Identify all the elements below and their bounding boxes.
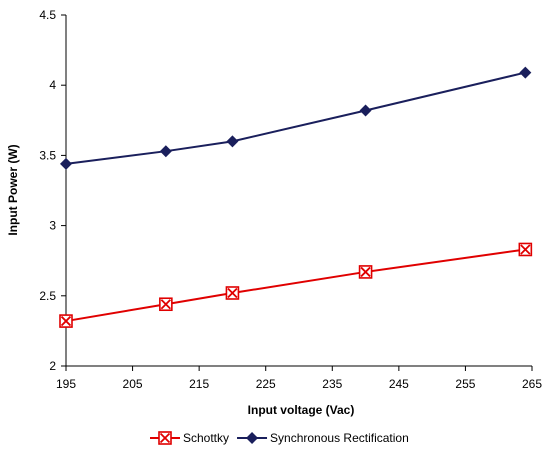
data-point	[226, 135, 239, 148]
data-point	[518, 242, 533, 257]
y-tick-label: 2	[49, 359, 56, 373]
boxed-x-marker	[59, 314, 73, 328]
y-tick-label: 4.5	[39, 8, 56, 22]
x-tick-label: 195	[56, 377, 76, 391]
y-tick-label: 3.5	[39, 148, 56, 162]
diamond-marker	[246, 432, 259, 444]
marker-cross	[520, 244, 531, 255]
legend-label: Schottky	[183, 431, 229, 445]
diamond-marker	[226, 135, 239, 148]
data-point	[359, 104, 372, 117]
data-point	[59, 314, 73, 328]
boxed-x-marker	[518, 242, 533, 257]
x-tick-label: 235	[322, 377, 342, 391]
y-tick-label: 3	[49, 219, 56, 233]
x-tick-label: 215	[189, 377, 209, 391]
x-tick-label: 255	[455, 377, 475, 391]
series-line	[65, 248, 526, 323]
diamond-marker	[60, 157, 72, 170]
legend-label: Synchronous Rectification	[270, 431, 409, 445]
series-0	[59, 242, 533, 328]
data-point	[159, 145, 172, 158]
data-point	[60, 157, 72, 170]
x-tick-label: 205	[123, 377, 143, 391]
boxed-x-marker	[158, 431, 172, 445]
legend-item: Schottky	[150, 431, 229, 445]
marker-cross	[160, 299, 171, 310]
legend-item: Synchronous Rectification	[237, 431, 409, 445]
x-tick-label: 225	[256, 377, 276, 391]
y-axis: 2 2.5 3 3.5 4 4.5	[39, 8, 67, 373]
x-axis-title: Input voltage (Vac)	[248, 403, 355, 417]
marker-cross	[227, 287, 238, 299]
y-axis-title: Input Power (W)	[6, 144, 20, 235]
y-tick-label: 2.5	[39, 289, 56, 303]
x-tick-label: 245	[389, 377, 409, 391]
legend: Schottky Synchronous Rectification	[150, 431, 409, 445]
data-point	[225, 286, 240, 300]
series-1	[60, 66, 532, 170]
boxed-x-marker	[225, 286, 240, 300]
diamond-marker	[159, 145, 172, 158]
x-tick-label: 265	[522, 377, 542, 391]
data-point	[358, 265, 373, 279]
marker-cross	[360, 266, 371, 278]
series-layer	[59, 66, 533, 328]
data-point	[519, 66, 532, 79]
y-tick-label: 4	[49, 78, 56, 92]
series-line	[65, 71, 526, 165]
boxed-x-marker	[358, 265, 373, 279]
diamond-marker	[519, 66, 532, 79]
boxed-x-marker	[159, 297, 173, 312]
x-axis: 195 205 215 225 235 245 255 265	[56, 365, 542, 391]
diamond-marker	[359, 104, 372, 117]
marker-cross	[60, 315, 72, 327]
marker-cross	[159, 432, 171, 444]
data-point	[159, 297, 173, 312]
